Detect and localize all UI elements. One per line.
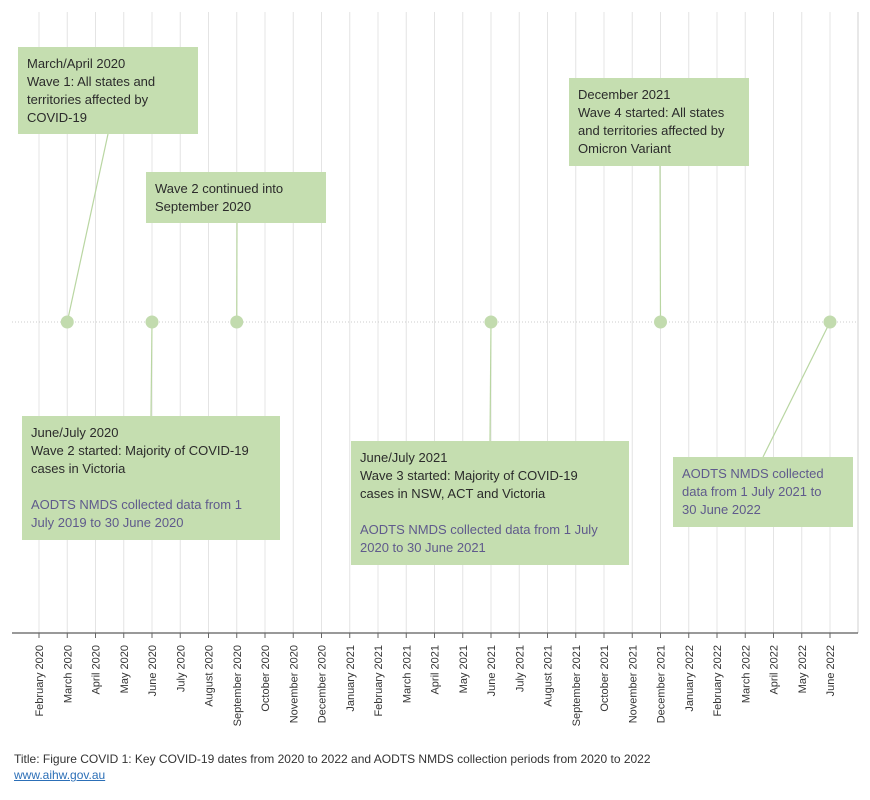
x-tick-label: April 2022 [769,645,781,695]
event-text-line: territories affected by [27,92,149,107]
event-text-line: and territories affected by [578,123,725,138]
x-tick-label: May 2020 [119,645,131,693]
collection-note-line: AODTS NMDS collected data from 1 [31,497,242,512]
x-tick-label: March 2020 [62,645,74,703]
collection-note: AODTS NMDS collected data from 1 July 201… [31,496,271,532]
x-tick-label: May 2021 [458,645,470,693]
source-link[interactable]: www.aihw.gov.au [14,768,106,782]
x-tick-label: July 2020 [175,645,187,692]
event-marker [484,315,498,329]
event-text-line: cases in NSW, ACT and Victoria [360,486,546,501]
x-tick-label: January 2022 [684,645,696,712]
x-tick-label: October 2021 [599,645,611,712]
event-connector [659,165,662,323]
x-tick-label: June 2022 [825,645,837,696]
event-connector [489,321,492,442]
x-tick-label: September 2020 [232,645,244,726]
x-tick-label: August 2020 [204,645,216,707]
collection-note: AODTS NMDS collected data from 1 July 202… [682,465,844,519]
collection-note: AODTS NMDS collected data from 1 July 202… [360,521,620,557]
event-box-wave4: December 2021 Wave 4 started: All states a… [569,78,749,166]
event-box-wave2-continued: Wave 2 continued into September 2020 [146,172,326,223]
x-tick-label: December 2020 [317,645,329,723]
chart-caption: Title: Figure COVID 1: Key COVID-19 date… [14,752,651,766]
event-marker [145,315,159,329]
event-marker [654,315,667,329]
event-box-wave3: June/July 2021 Wave 3 started: Majority o… [351,441,629,565]
x-tick-label: April 2020 [91,645,103,695]
collection-note-line: data from 1 July 2021 to [682,484,822,499]
x-tick-label: February 2021 [373,645,385,717]
x-tick-label: March 2021 [401,645,413,703]
event-text-line: Wave 3 started: Majority of COVID-19 [360,468,578,483]
collection-note-line: AODTS NMDS collected data from 1 July [360,522,598,537]
x-tick-label: October 2020 [260,645,272,712]
x-tick-label: November 2021 [627,645,639,723]
event-text-line: March/April 2020 [27,56,126,71]
collection-note-line: July 2019 to 30 June 2020 [31,515,184,530]
x-tick-label: March 2022 [740,645,752,703]
event-marker [60,315,74,329]
x-tick-label: August 2021 [543,645,555,707]
event-connector [762,321,831,458]
event-text-line: June/July 2021 [360,450,448,465]
x-tick-label: February 2022 [712,645,724,717]
event-text-line: June/July 2020 [31,425,119,440]
x-tick-label: June 2020 [147,645,159,696]
event-text-line: Wave 2 continued into [155,181,284,196]
event-text-line: December 2021 [578,87,671,102]
event-text-line: September 2020 [155,199,252,214]
x-tick-label: December 2021 [656,645,668,723]
x-tick-label: September 2021 [571,645,583,726]
x-tick-label: January 2021 [345,645,357,712]
x-tick-label: April 2021 [430,645,442,695]
event-marker [823,315,837,329]
event-text-line: cases in Victoria [31,461,126,476]
event-text-line: Wave 1: All states and [27,74,156,89]
event-marker [230,315,244,329]
event-box-wave2: June/July 2020 Wave 2 started: Majority o… [22,416,280,540]
event-text-line: COVID-19 [27,110,87,125]
x-tick-label: May 2022 [797,645,809,693]
x-tick-label: November 2020 [288,645,300,723]
event-connector [66,133,109,323]
event-text-line: Omicron Variant [578,141,671,156]
event-box-wave1: March/April 2020 Wave 1: All states and te… [18,47,198,134]
event-text-line: Wave 4 started: All states [578,105,725,120]
collection-note-line: 2020 to 30 June 2021 [360,540,486,555]
x-tick-label: July 2021 [514,645,526,692]
x-tick-label: February 2020 [34,645,46,717]
collection-note-line: 30 June 2022 [682,502,761,517]
x-tick-label: June 2021 [486,645,498,696]
event-text-line: Wave 2 started: Majority of COVID-19 [31,443,249,458]
event-connector [150,321,153,417]
collection-note-line: AODTS NMDS collected [682,466,824,481]
event-box-collection-2022: AODTS NMDS collected data from 1 July 202… [673,457,853,527]
